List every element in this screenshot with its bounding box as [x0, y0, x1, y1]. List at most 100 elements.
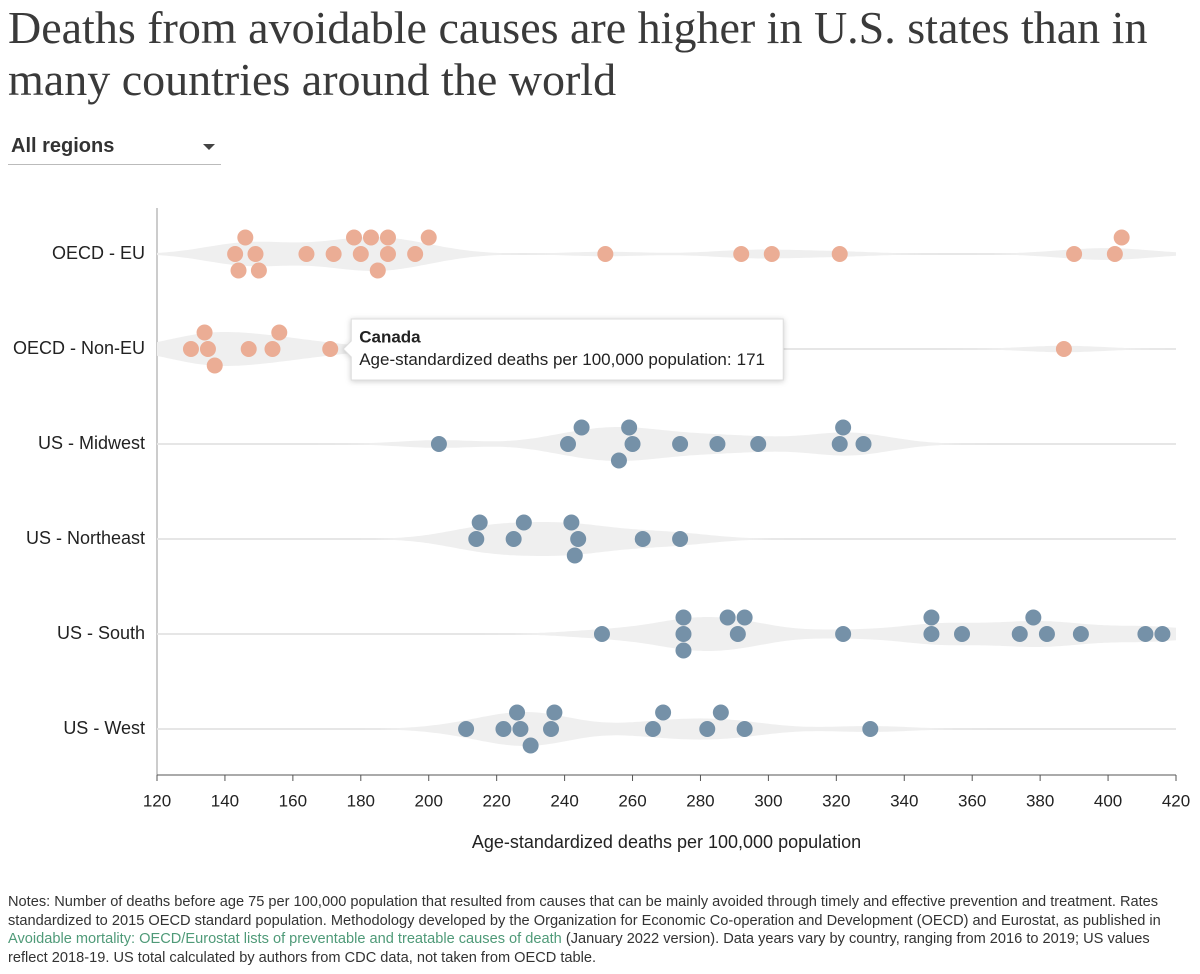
tooltip-value: 171 [737, 350, 765, 369]
tooltip-title: Canada [359, 327, 421, 346]
x-tick-label: 120 [143, 791, 171, 810]
x-tick-label: 180 [347, 791, 375, 810]
x-tick-label: 340 [890, 791, 918, 810]
chart-title: Deaths from avoidable causes are higher … [8, 2, 1148, 105]
dot [634, 531, 651, 547]
dot [559, 436, 576, 452]
y-tick-label: US - South [57, 623, 145, 643]
dot [831, 246, 848, 262]
dot [733, 246, 750, 262]
dot [672, 436, 689, 452]
notes: Notes: Number of deaths before age 75 pe… [8, 893, 1193, 967]
x-tick-label: 420 [1162, 791, 1190, 810]
x-axis-label: Age-standardized deaths per 100,000 popu… [472, 832, 861, 852]
dot [1055, 341, 1072, 357]
dot [736, 609, 753, 626]
region-dropdown[interactable]: All regions [8, 130, 221, 165]
dot [515, 514, 532, 531]
dot [610, 452, 627, 469]
dot [729, 626, 746, 642]
dot [240, 341, 257, 357]
dot [1113, 229, 1130, 246]
dot [1106, 246, 1123, 262]
dot [831, 436, 848, 452]
notes-link[interactable]: Avoidable mortality: OECD/Eurostat lists… [8, 931, 562, 947]
dot [522, 737, 539, 754]
tooltip-box [342, 318, 784, 381]
dot [672, 531, 689, 547]
notes-text: Notes: Number of deaths before age 75 pe… [8, 894, 1161, 929]
dot [597, 246, 614, 262]
dot [1038, 626, 1055, 642]
dot [736, 721, 753, 737]
dot [543, 721, 560, 737]
dot [1066, 246, 1083, 262]
dot [369, 262, 386, 279]
violin [157, 427, 1176, 461]
x-tick-label: 300 [754, 791, 782, 810]
dot [835, 626, 852, 642]
dot [196, 324, 213, 341]
dot [923, 626, 940, 642]
dot [250, 262, 267, 279]
dot [495, 721, 512, 737]
x-tick-label: 240 [550, 791, 578, 810]
dot [505, 531, 522, 547]
dot [573, 419, 590, 436]
tooltip: Canada Age-standardized deaths per 100,00… [342, 318, 784, 381]
dot [624, 436, 641, 452]
dot [230, 262, 247, 279]
violin [157, 522, 1176, 556]
dot [227, 246, 244, 262]
dot [1072, 626, 1089, 642]
y-tick-label: US - Midwest [38, 433, 145, 453]
y-tick-label: OECD - Non-EU [13, 338, 145, 358]
dot [379, 246, 396, 262]
dot [206, 357, 223, 374]
y-tick-label: OECD - EU [52, 243, 145, 263]
dot [362, 229, 379, 246]
dot [712, 704, 729, 721]
dot [923, 609, 940, 626]
tooltip-label: Age-standardized deaths per 100,000 popu… [359, 350, 731, 369]
violin [157, 237, 1176, 271]
dot [271, 324, 288, 341]
dot [512, 721, 529, 737]
dot [570, 531, 587, 547]
dot [1154, 626, 1171, 642]
dot [325, 246, 342, 262]
dot [420, 229, 437, 246]
dot [264, 341, 281, 357]
x-tick-label: 280 [686, 791, 714, 810]
dot [655, 704, 672, 721]
dot [719, 609, 736, 626]
x-tick-label: 220 [482, 791, 510, 810]
dot [862, 721, 879, 737]
dot [709, 436, 726, 452]
x-tick-label: 380 [1026, 791, 1054, 810]
dot [566, 547, 583, 564]
dot [855, 436, 872, 452]
tooltip-text: Age-standardized deaths per 100,000 popu… [359, 350, 765, 369]
dot [563, 514, 580, 531]
dot [471, 514, 488, 531]
x-tick-label: 360 [958, 791, 986, 810]
dot [621, 419, 638, 436]
dot [468, 531, 485, 547]
dot [346, 229, 363, 246]
dot [430, 436, 447, 452]
x-tick-label: 200 [415, 791, 443, 810]
x-tick-label: 140 [211, 791, 239, 810]
dot [322, 341, 339, 357]
dot [1011, 626, 1028, 642]
dot [675, 642, 692, 659]
dot [407, 246, 424, 262]
x-tick-label: 400 [1094, 791, 1122, 810]
dot [247, 246, 264, 262]
dot [644, 721, 661, 737]
dot [199, 341, 216, 357]
dot [298, 246, 315, 262]
dot [546, 704, 563, 721]
